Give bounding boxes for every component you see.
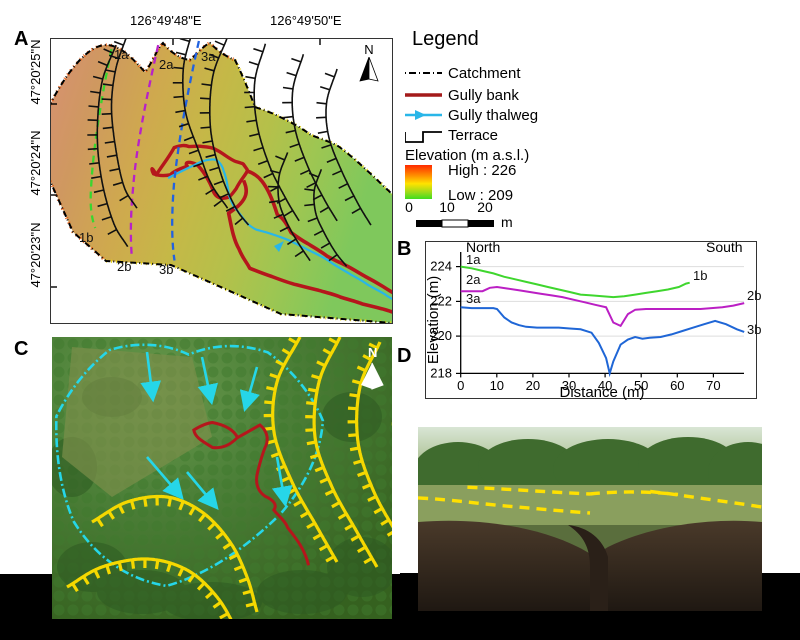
svg-text:3a: 3a [466, 291, 481, 306]
svg-text:1b: 1b [693, 268, 707, 283]
svg-text:10: 10 [439, 202, 455, 215]
svg-text:N: N [368, 345, 377, 360]
svg-text:3b: 3b [747, 322, 761, 337]
svg-text:Terrace: Terrace [448, 127, 498, 144]
svg-text:South: South [706, 239, 743, 255]
svg-text:10: 10 [489, 378, 503, 393]
svg-text:Gully bank: Gully bank [448, 87, 519, 104]
svg-text:Distance (m): Distance (m) [559, 384, 644, 401]
svg-text:3b: 3b [159, 262, 173, 277]
svg-text:1a: 1a [466, 252, 481, 267]
svg-text:70: 70 [706, 378, 720, 393]
svg-text:0: 0 [457, 378, 464, 393]
svg-text:224: 224 [430, 259, 452, 274]
svg-text:2a: 2a [466, 272, 481, 287]
svg-text:20: 20 [525, 378, 539, 393]
svg-text:2b: 2b [747, 288, 761, 303]
svg-text:Catchment: Catchment [448, 65, 521, 82]
svg-text:0: 0 [405, 202, 413, 215]
svg-text:High : 226: High : 226 [448, 162, 516, 179]
svg-text:218: 218 [430, 365, 452, 380]
svg-text:1b: 1b [79, 230, 93, 245]
svg-text:20: 20 [477, 202, 493, 215]
svg-text:Elevation (m): Elevation (m) [425, 276, 442, 364]
svg-text:m: m [501, 214, 513, 230]
svg-text:60: 60 [670, 378, 684, 393]
svg-text:2a: 2a [159, 57, 174, 72]
svg-text:Gully thalweg: Gully thalweg [448, 107, 538, 124]
svg-text:2b: 2b [117, 259, 131, 274]
